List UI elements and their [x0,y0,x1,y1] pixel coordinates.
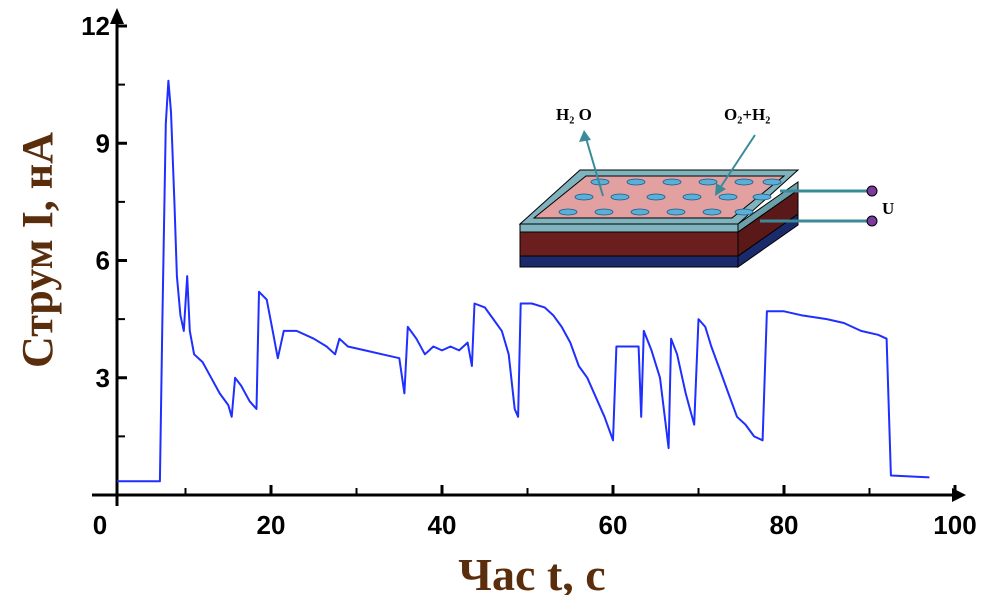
pore [734,208,754,216]
y-tick-label: 6 [96,246,110,276]
pore [662,178,682,186]
layer-maroon-front [519,231,739,257]
h2o-arrow-shaft [585,137,604,197]
x-tick-label: 0 [93,510,107,540]
y-ticks: 3 6 9 12 [81,11,127,438]
x-tick-label: 40 [428,510,457,540]
voltage-label: U [882,199,894,218]
y-tick-label: 12 [81,11,110,41]
pore [666,208,686,216]
x-tick-label: 60 [599,510,628,540]
x-tick-label: 100 [933,510,976,540]
y-axis-title: Струм I, нА [13,132,62,368]
y-axis-arrow [110,8,124,24]
h2o-arrow-head [579,130,591,142]
pore [630,208,650,216]
pores [558,178,782,216]
substrate-navy-front [519,255,739,268]
pore [610,193,630,201]
pore [574,193,594,201]
pore [734,178,754,186]
o2h2-arrow-shaft [719,134,756,189]
x-axis-title: Час t, с [458,549,605,595]
x-tick-label: 80 [770,510,799,540]
pore [752,193,772,201]
x-ticks: 0 20 40 60 80 100 [93,485,977,540]
pore [626,178,646,186]
pore [594,208,614,216]
pore [762,178,782,186]
sensor-inset: U H₂ O O₂+H₂ [518,105,894,268]
pore [682,193,702,201]
series-line [117,79,930,483]
pore [718,193,738,201]
o2h2-arrow-head [715,183,726,196]
pore [558,208,578,216]
o2h2-label: O₂+H₂ [724,105,770,124]
y-tick-label: 9 [96,128,110,158]
y-tick-label: 3 [96,363,110,393]
electrode-frame-front [519,223,739,233]
pore [698,178,718,186]
terminal-top [866,185,878,197]
terminal-bottom [866,215,878,227]
pore [646,193,666,201]
x-tick-label: 20 [257,510,286,540]
pore [702,208,722,216]
h2o-label: H₂ O [556,105,592,124]
axes [92,8,966,506]
